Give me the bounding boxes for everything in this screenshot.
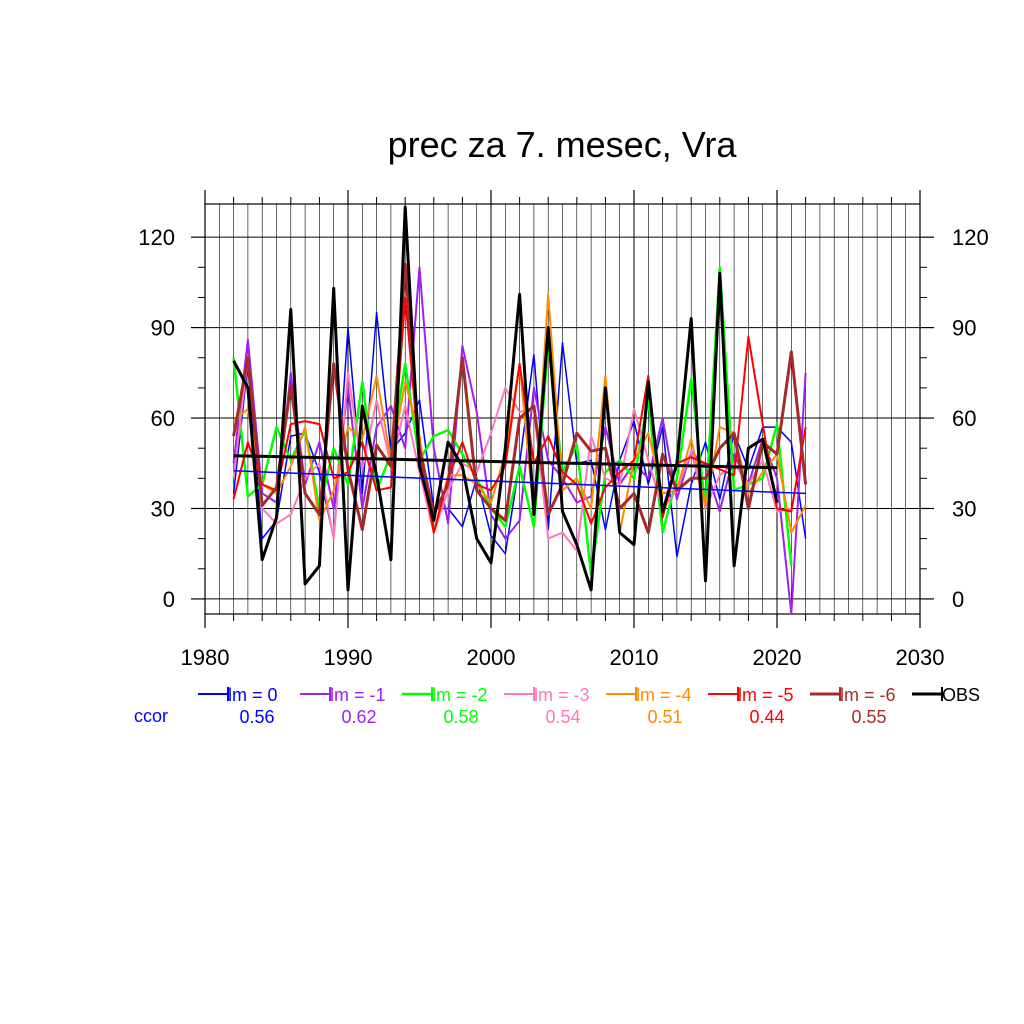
legend-label: OBS	[942, 685, 980, 705]
legend-label: lm = -1	[330, 685, 386, 705]
legend-label: lm = -3	[534, 685, 590, 705]
ccor-value: 0.56	[239, 707, 274, 727]
x-tick-label: 2030	[896, 645, 945, 670]
series-lines	[232, 205, 808, 615]
x-tick-label: 2000	[467, 645, 516, 670]
legend-label: lm = -4	[636, 685, 692, 705]
y-tick-label-right: 60	[952, 406, 976, 431]
trend-line-0	[233, 470, 806, 495]
y-tick-label-left: 30	[151, 496, 175, 521]
y-tick-label-left: 120	[138, 225, 175, 250]
chart-title: prec za 7. mesec, Vra	[388, 124, 738, 165]
legend-label: lm = -2	[432, 685, 488, 705]
y-tick-label-right: 90	[952, 316, 976, 341]
x-tick-label: 1980	[181, 645, 230, 670]
series-line-7	[232, 205, 779, 592]
x-tick-label: 2010	[610, 645, 659, 670]
trend-line-7	[233, 454, 778, 470]
legend-label: lm = -6	[840, 685, 896, 705]
legend-label: lm = 0	[228, 685, 278, 705]
y-tick-label-left: 60	[151, 406, 175, 431]
ccor-value: 0.62	[341, 707, 376, 727]
grid	[205, 204, 920, 614]
x-tick-label: 2020	[753, 645, 802, 670]
axes: 1980 1990 2000 2010 2020 2030 0 0 30 30 60 60 90 90 12…	[138, 190, 989, 670]
ccor-value: 0.55	[851, 707, 886, 727]
y-tick-label-right: 0	[952, 587, 964, 612]
series-line-3	[232, 356, 792, 552]
y-tick-label-left: 0	[163, 587, 175, 612]
y-tick-label-right: 120	[952, 225, 989, 250]
y-tick-label-right: 30	[952, 496, 976, 521]
x-tick-label: 1990	[324, 645, 373, 670]
ccor-label: ccor	[134, 706, 168, 726]
ccor-value: 0.51	[647, 707, 682, 727]
ccor-value: 0.54	[545, 707, 580, 727]
legend-label: lm = -5	[738, 685, 794, 705]
plot-frame	[204, 203, 921, 615]
ccor-value: 0.58	[443, 707, 478, 727]
y-tick-label-left: 90	[151, 316, 175, 341]
ccor-value: 0.44	[749, 707, 784, 727]
